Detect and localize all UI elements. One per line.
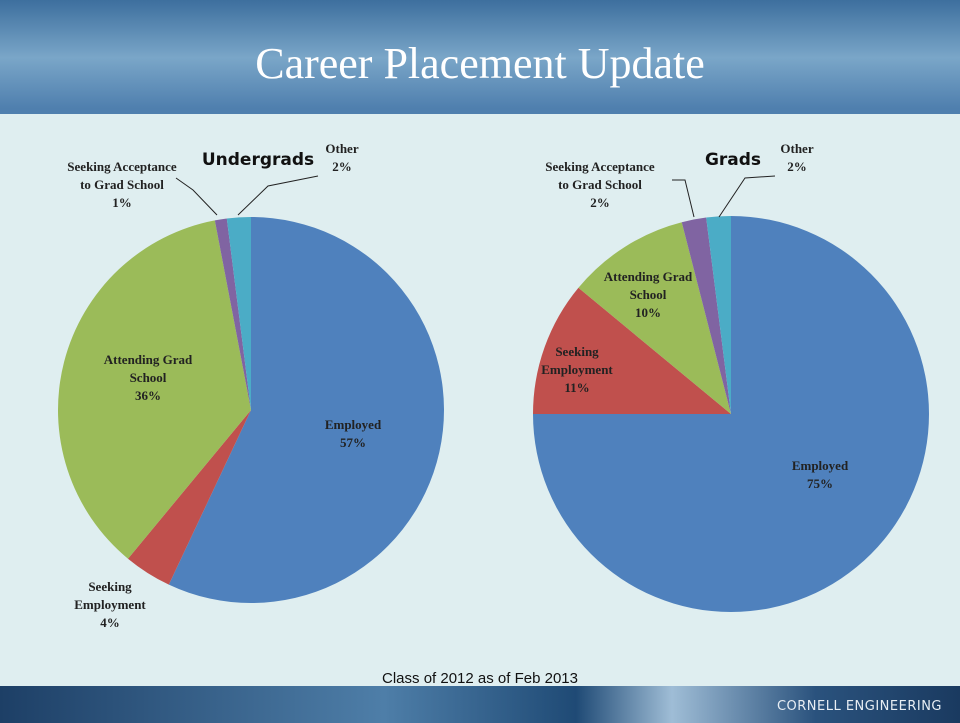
slice-label: Seeking Employment 4%	[55, 578, 165, 632]
slice-label: Other 2%	[312, 140, 372, 176]
slice-category: Seeking Employment	[74, 579, 146, 612]
pie-slice	[578, 222, 731, 414]
slice-label: Attending Grad School 10%	[598, 268, 698, 322]
slice-label: Employed 57%	[298, 416, 408, 452]
pie-slice	[533, 287, 731, 414]
slide-title: Career Placement Update	[255, 39, 705, 88]
leader-line	[718, 175, 776, 218]
footnote: Class of 2012 as of Feb 2013	[382, 670, 578, 687]
slice-label: Seeking Acceptance to Grad School 2%	[545, 158, 655, 212]
slice-category: Employed	[324, 417, 382, 432]
slice-value: 10%	[635, 305, 661, 320]
slice-value: 36%	[135, 388, 161, 403]
slice-label: Attending Grad School 36%	[98, 351, 198, 405]
slice-value: 2%	[787, 159, 807, 174]
slice-category: Seeking Employment	[541, 344, 613, 377]
footer-band	[0, 686, 960, 723]
slice-category: Seeking Acceptance to Grad School	[67, 159, 177, 192]
slice-category: Employed	[791, 458, 849, 473]
leader-line	[175, 177, 218, 216]
pie-slice	[58, 220, 251, 559]
slice-label: Seeking Acceptance to Grad School 1%	[67, 158, 177, 212]
pie-slice	[681, 217, 731, 414]
pie-slice	[706, 216, 731, 414]
slice-category: Other	[780, 141, 814, 156]
slice-value: 2%	[590, 195, 610, 210]
leader-line	[237, 175, 319, 216]
chart-title: Grads	[704, 150, 762, 170]
brand: CORNELL ENGINEERING	[776, 699, 942, 714]
slice-value: 2%	[332, 159, 352, 174]
leader-line	[672, 179, 695, 218]
slice-label: Seeking Employment 11%	[527, 343, 627, 397]
chart-title: Undergrads	[201, 150, 315, 170]
slice-label: Other 2%	[767, 140, 827, 176]
slice-value: 57%	[340, 435, 366, 450]
slice-category: Attending Grad School	[103, 352, 193, 385]
slice-value: 11%	[564, 380, 590, 395]
pie-slice	[168, 217, 445, 604]
slice-value: 1%	[112, 195, 132, 210]
pie-slice	[214, 218, 251, 410]
pie-slice	[127, 410, 251, 585]
slice-category: Other	[325, 141, 359, 156]
slice-category: Seeking Acceptance to Grad School	[545, 159, 655, 192]
slice-value: 75%	[807, 476, 833, 491]
slice-category: Attending Grad School	[603, 269, 693, 302]
pie-slice	[226, 217, 251, 410]
slice-label: Employed 75%	[765, 457, 875, 493]
slice-value: 4%	[100, 615, 120, 630]
